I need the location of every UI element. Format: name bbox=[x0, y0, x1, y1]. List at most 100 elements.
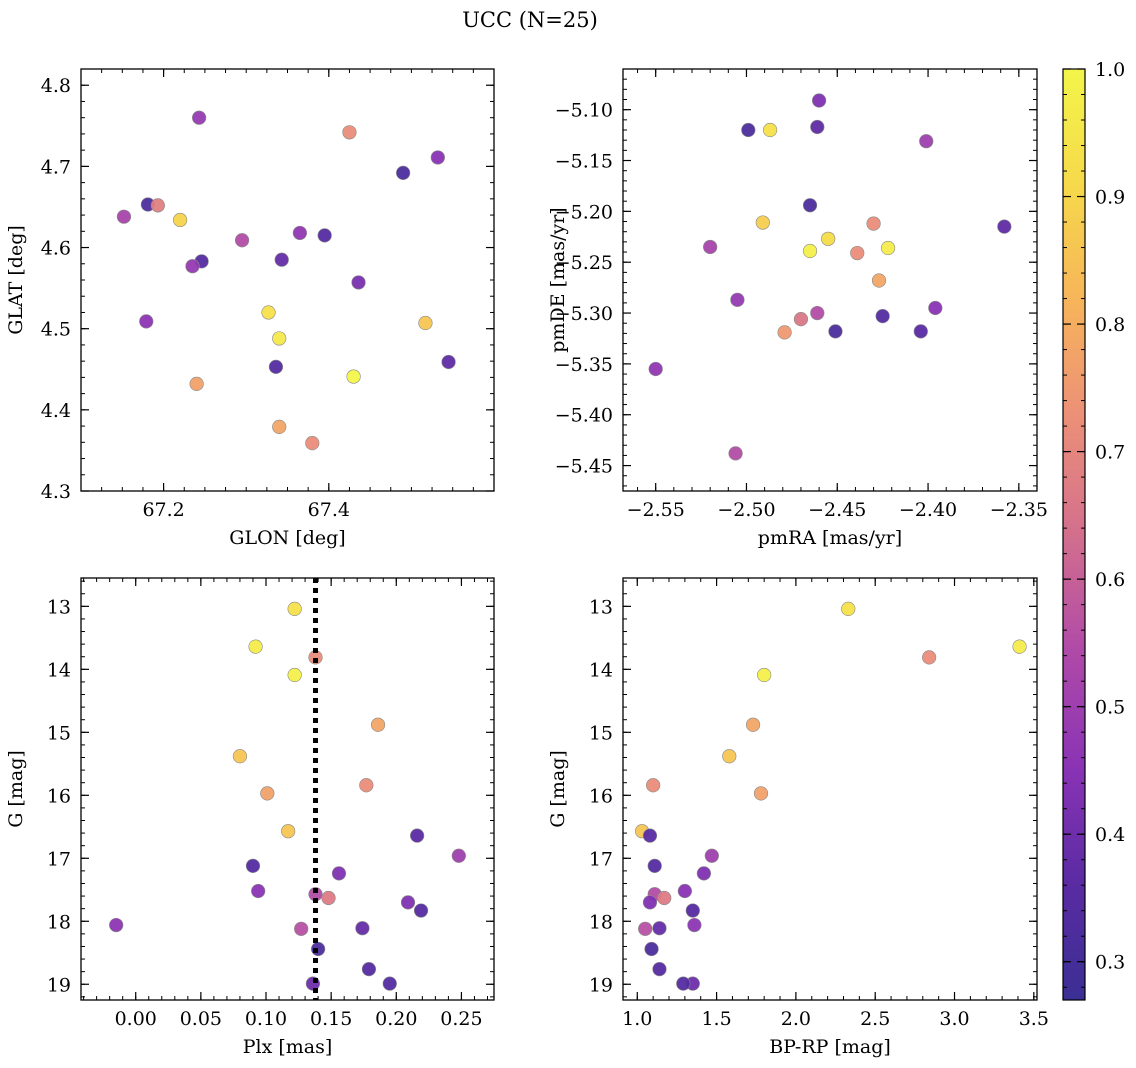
colorbar-tick-label: 1.0 bbox=[1095, 59, 1125, 81]
data-point bbox=[755, 215, 770, 230]
data-point bbox=[272, 331, 287, 346]
data-point bbox=[802, 198, 818, 213]
data-point bbox=[850, 245, 865, 261]
panel-pmra-pmde: −2.55 −2.50 −2.45 −2.40 −2.35 −5.45 −5.40 −5.35… bbox=[547, 68, 1048, 549]
data-point bbox=[652, 962, 667, 977]
colorbar-tick-label: 0.7 bbox=[1095, 442, 1125, 464]
colorbar-tick-label: 0.8 bbox=[1095, 314, 1125, 336]
data-point bbox=[355, 921, 370, 936]
data-point bbox=[292, 225, 307, 241]
data-point bbox=[116, 209, 132, 224]
x-tick-label: −2.35 bbox=[990, 499, 1048, 521]
y-tick-label: −5.15 bbox=[555, 151, 613, 173]
y-tick-label: 4.8 bbox=[41, 75, 71, 97]
x-tick-label: 2.0 bbox=[781, 1008, 811, 1030]
data-point bbox=[866, 216, 881, 231]
y-axis-label: G [mag] bbox=[5, 750, 27, 828]
y-tick-label: 17 bbox=[47, 848, 71, 870]
data-point bbox=[361, 962, 377, 977]
x-tick-label: −2.55 bbox=[627, 499, 685, 521]
data-point bbox=[245, 858, 261, 873]
y-tick-label: 4.4 bbox=[41, 400, 71, 422]
data-point bbox=[676, 976, 691, 991]
data-point bbox=[703, 239, 718, 255]
y-tick-label: 18 bbox=[47, 911, 71, 933]
data-point bbox=[189, 376, 204, 391]
plot-frame bbox=[80, 577, 495, 1001]
y-tick-label: −5.25 bbox=[555, 252, 613, 274]
data-point bbox=[139, 314, 154, 329]
x-axis-label: GLON [deg] bbox=[229, 527, 345, 549]
y-tick-label: 13 bbox=[47, 596, 71, 618]
data-point bbox=[234, 233, 250, 248]
y-tick-label: 15 bbox=[47, 722, 71, 744]
data-point bbox=[652, 921, 667, 936]
x-tick-label: 3.5 bbox=[1019, 1008, 1049, 1030]
data-point bbox=[685, 903, 700, 918]
plot-frame bbox=[80, 68, 495, 492]
data-point bbox=[919, 134, 934, 149]
y-axis-label: GLAT [deg] bbox=[5, 225, 27, 335]
data-point bbox=[922, 650, 937, 665]
data-point bbox=[821, 231, 836, 246]
data-point bbox=[812, 93, 827, 108]
x-tick-label: −2.50 bbox=[717, 499, 775, 521]
data-point bbox=[382, 976, 397, 991]
data-point bbox=[451, 848, 466, 863]
data-point bbox=[331, 866, 347, 881]
data-point bbox=[647, 858, 662, 873]
panel-bprp-g: 1.0 1.5 2.0 2.5 3.0 3.5 13 14 15 16 17 18 19 BP-RP [m… bbox=[547, 577, 1049, 1058]
y-tick-label: −5.10 bbox=[555, 100, 613, 122]
data-point bbox=[741, 122, 756, 138]
x-tick-label: 0.10 bbox=[245, 1008, 287, 1030]
y-tick-label: 14 bbox=[589, 659, 613, 681]
x-tick-label: −2.45 bbox=[808, 499, 866, 521]
data-point bbox=[272, 419, 287, 434]
data-point bbox=[841, 601, 856, 616]
colorbar-gradient bbox=[1062, 68, 1086, 1001]
data-point bbox=[875, 308, 890, 324]
data-point bbox=[287, 601, 302, 616]
data-point bbox=[913, 324, 928, 339]
data-point bbox=[696, 866, 711, 881]
data-point bbox=[260, 786, 275, 801]
data-point bbox=[251, 883, 266, 899]
colorbar-tick-label: 0.4 bbox=[1095, 824, 1125, 846]
x-tick-label: 2.5 bbox=[860, 1008, 890, 1030]
data-point bbox=[346, 369, 361, 384]
data-point bbox=[1012, 639, 1027, 654]
scatter-points bbox=[116, 110, 456, 451]
data-point bbox=[342, 125, 357, 140]
x-tick-label: 0.15 bbox=[310, 1008, 352, 1030]
data-point bbox=[268, 359, 284, 374]
data-point bbox=[644, 941, 659, 957]
x-axis-label: Plx [mas] bbox=[243, 1036, 333, 1058]
data-point bbox=[287, 667, 302, 683]
data-point bbox=[410, 828, 425, 843]
colorbar: 0.3 0.4 0.5 0.6 0.7 0.8 0.9 1.0 bbox=[1062, 59, 1125, 1001]
x-tick-label: 1.5 bbox=[701, 1008, 731, 1030]
x-tick-label: 0.05 bbox=[180, 1008, 222, 1030]
data-point bbox=[109, 917, 124, 933]
y-tick-label: −5.20 bbox=[555, 201, 613, 223]
data-point bbox=[281, 824, 296, 839]
colorbar-tick-label: 0.6 bbox=[1095, 569, 1125, 591]
panel-glon-glat: 67.2 67.4 4.3 4.4 4.5 4.6 4.7 4.8 GLON [deg] GLAT… bbox=[5, 68, 495, 549]
y-axis-label: pmDE [mas/yr] bbox=[547, 207, 569, 352]
data-point bbox=[757, 667, 772, 683]
x-tick-label: 3.0 bbox=[939, 1008, 969, 1030]
data-point bbox=[657, 890, 672, 906]
y-tick-label: 16 bbox=[47, 785, 71, 807]
data-point bbox=[413, 903, 429, 918]
data-point bbox=[881, 240, 896, 256]
plot-frame bbox=[622, 577, 1038, 1001]
y-tick-label: 13 bbox=[589, 596, 613, 618]
y-tick-label: −5.30 bbox=[555, 303, 613, 325]
data-point bbox=[642, 895, 658, 910]
x-tick-label: 1.0 bbox=[622, 1008, 652, 1030]
data-point bbox=[370, 717, 386, 732]
data-point bbox=[192, 110, 207, 125]
data-point bbox=[730, 292, 745, 307]
data-point bbox=[150, 198, 165, 213]
